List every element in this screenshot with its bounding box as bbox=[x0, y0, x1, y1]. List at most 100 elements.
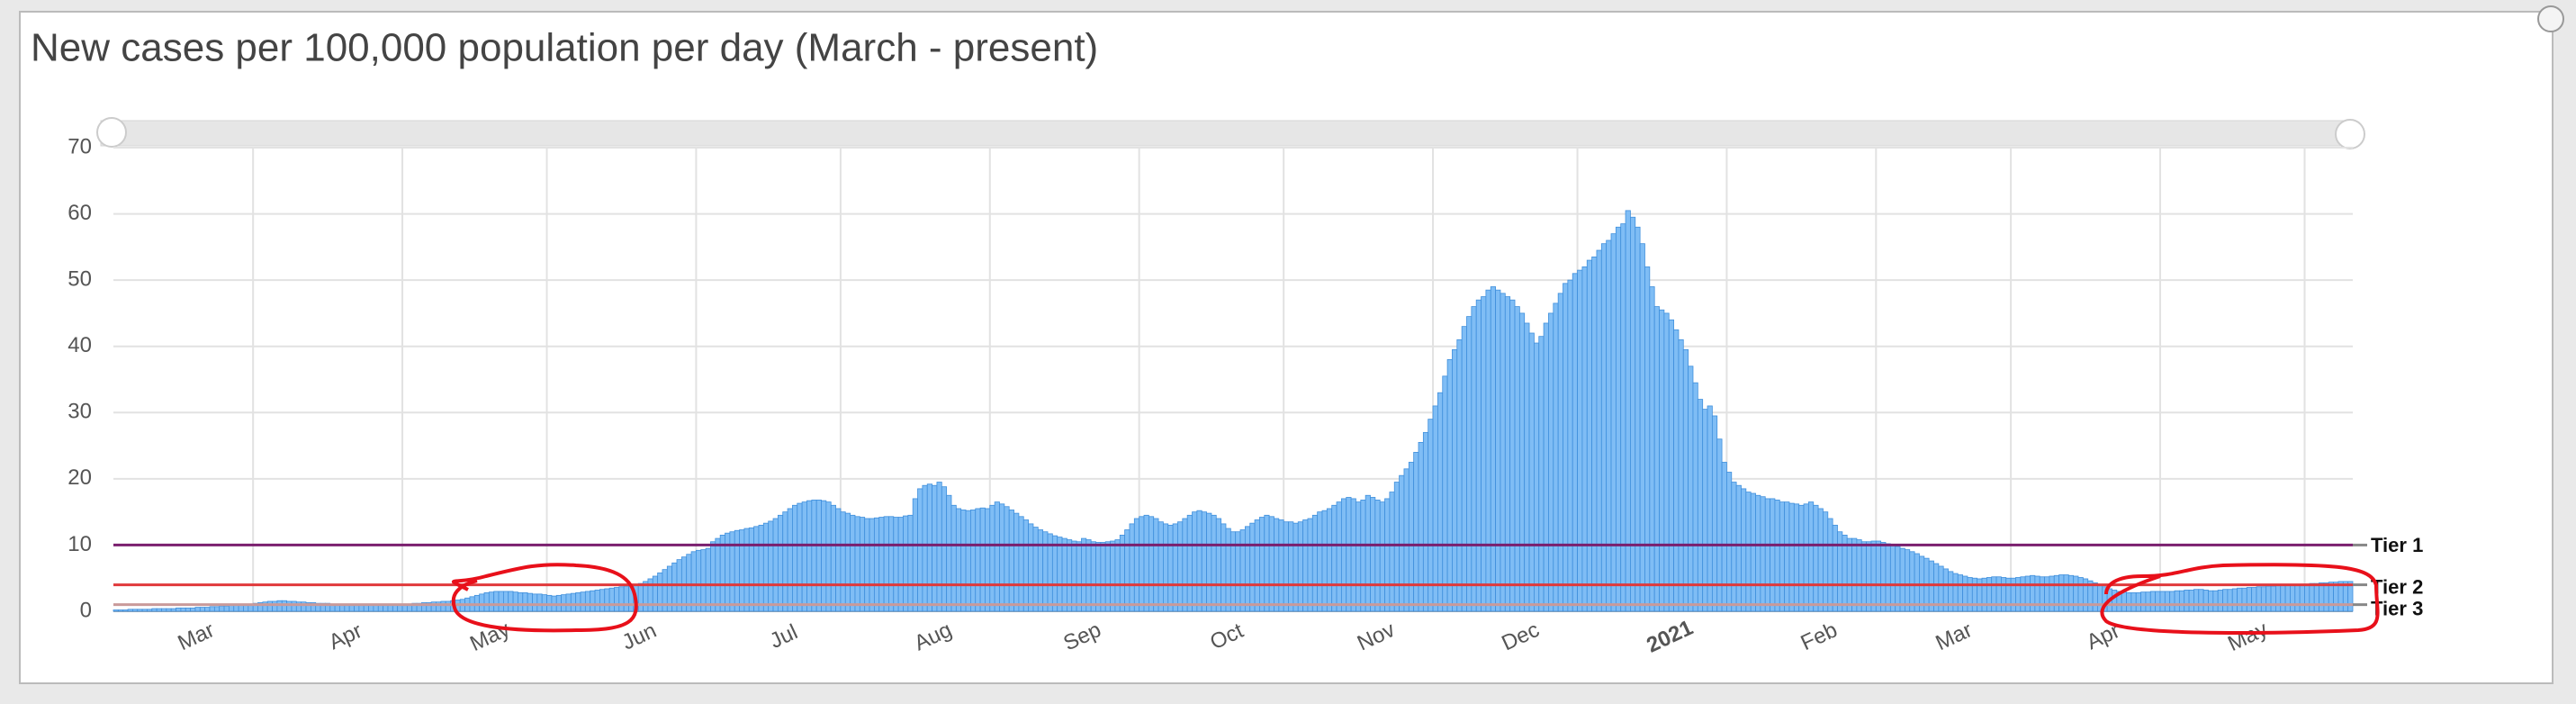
bar bbox=[1967, 577, 1973, 612]
bar bbox=[2309, 582, 2315, 612]
bar bbox=[1186, 514, 1193, 612]
bar bbox=[2188, 590, 2194, 612]
bar bbox=[1889, 545, 1896, 612]
bar bbox=[1254, 519, 1260, 612]
bar bbox=[2333, 582, 2339, 612]
expand-button[interactable] bbox=[2537, 5, 2564, 32]
bar bbox=[1163, 523, 1169, 612]
bar bbox=[1360, 500, 1366, 612]
range-slider[interactable] bbox=[96, 117, 2365, 149]
bar bbox=[801, 501, 807, 612]
bar bbox=[941, 486, 948, 612]
bar bbox=[762, 522, 770, 612]
bar bbox=[1220, 523, 1227, 612]
bar bbox=[1013, 512, 1020, 612]
bar bbox=[1803, 503, 1809, 612]
bar bbox=[1249, 522, 1256, 612]
bar bbox=[527, 592, 533, 612]
bar bbox=[1750, 492, 1756, 612]
bar bbox=[2044, 576, 2050, 612]
bar bbox=[1393, 482, 1400, 612]
bar bbox=[2149, 591, 2157, 612]
bar bbox=[888, 516, 895, 612]
bar bbox=[748, 527, 755, 612]
bar bbox=[903, 515, 909, 612]
bar bbox=[1991, 576, 1997, 612]
bar bbox=[2193, 589, 2200, 612]
bar bbox=[1899, 547, 1905, 612]
bar bbox=[1755, 494, 1761, 612]
bar bbox=[1067, 539, 1073, 612]
bar bbox=[859, 517, 866, 612]
bar bbox=[1528, 332, 1535, 612]
bar bbox=[233, 604, 239, 612]
bar bbox=[969, 510, 977, 612]
bar bbox=[1495, 289, 1501, 612]
annotations bbox=[451, 563, 2380, 635]
bar bbox=[1374, 500, 1381, 612]
bar bbox=[719, 534, 725, 612]
y-tick-label: 40 bbox=[68, 333, 92, 357]
bar bbox=[1914, 553, 1920, 612]
slider-handle[interactable] bbox=[2335, 119, 2365, 149]
bar bbox=[1356, 501, 1362, 612]
bar bbox=[132, 609, 139, 612]
bar bbox=[2319, 582, 2325, 612]
bar bbox=[897, 517, 904, 612]
bar bbox=[1817, 508, 1824, 612]
bar bbox=[518, 592, 524, 612]
bar bbox=[1610, 233, 1617, 612]
bar bbox=[127, 609, 133, 612]
bar bbox=[2323, 582, 2329, 612]
bar bbox=[1274, 518, 1280, 612]
bar bbox=[1481, 296, 1487, 612]
bar bbox=[907, 514, 914, 612]
bar bbox=[1735, 484, 1742, 612]
reference-lines bbox=[113, 543, 2367, 607]
reference-label: Tier 3 bbox=[2371, 597, 2423, 619]
bar bbox=[979, 507, 986, 612]
bar bbox=[946, 494, 952, 612]
bar bbox=[483, 592, 490, 612]
bar bbox=[2034, 575, 2040, 612]
bar bbox=[1143, 514, 1149, 612]
bar bbox=[1452, 348, 1458, 612]
bar bbox=[1336, 501, 1342, 612]
bar bbox=[1293, 522, 1299, 612]
bar bbox=[2001, 577, 2007, 612]
bar bbox=[1620, 223, 1626, 612]
expand-icon[interactable] bbox=[2537, 5, 2564, 32]
bar bbox=[1885, 543, 1891, 612]
bar bbox=[782, 511, 788, 612]
bar bbox=[2024, 575, 2031, 612]
bar bbox=[1129, 523, 1135, 612]
hand-drawn-circle bbox=[2100, 563, 2380, 635]
bar bbox=[1182, 518, 1188, 612]
slider-handle[interactable] bbox=[96, 117, 127, 148]
bar bbox=[1586, 259, 1593, 612]
bar bbox=[1239, 529, 1246, 612]
y-tick-label: 70 bbox=[68, 134, 92, 158]
bar bbox=[170, 608, 176, 612]
bar bbox=[1577, 269, 1583, 612]
bar bbox=[2270, 585, 2276, 612]
bar bbox=[1581, 266, 1588, 612]
bar bbox=[1673, 329, 1680, 612]
bar bbox=[1572, 273, 1578, 612]
bar bbox=[1384, 498, 1391, 612]
bar bbox=[2112, 590, 2118, 612]
bar bbox=[2304, 583, 2310, 612]
bar bbox=[1534, 342, 1540, 612]
bar bbox=[502, 591, 509, 612]
bar bbox=[2284, 584, 2291, 612]
bar bbox=[266, 600, 273, 612]
bar bbox=[1288, 521, 1294, 612]
bar bbox=[734, 529, 740, 612]
bar bbox=[377, 604, 384, 612]
bar bbox=[392, 604, 399, 612]
bar bbox=[2092, 582, 2098, 612]
bar bbox=[1408, 462, 1415, 612]
bar bbox=[1909, 551, 1915, 612]
bar bbox=[1784, 501, 1790, 612]
